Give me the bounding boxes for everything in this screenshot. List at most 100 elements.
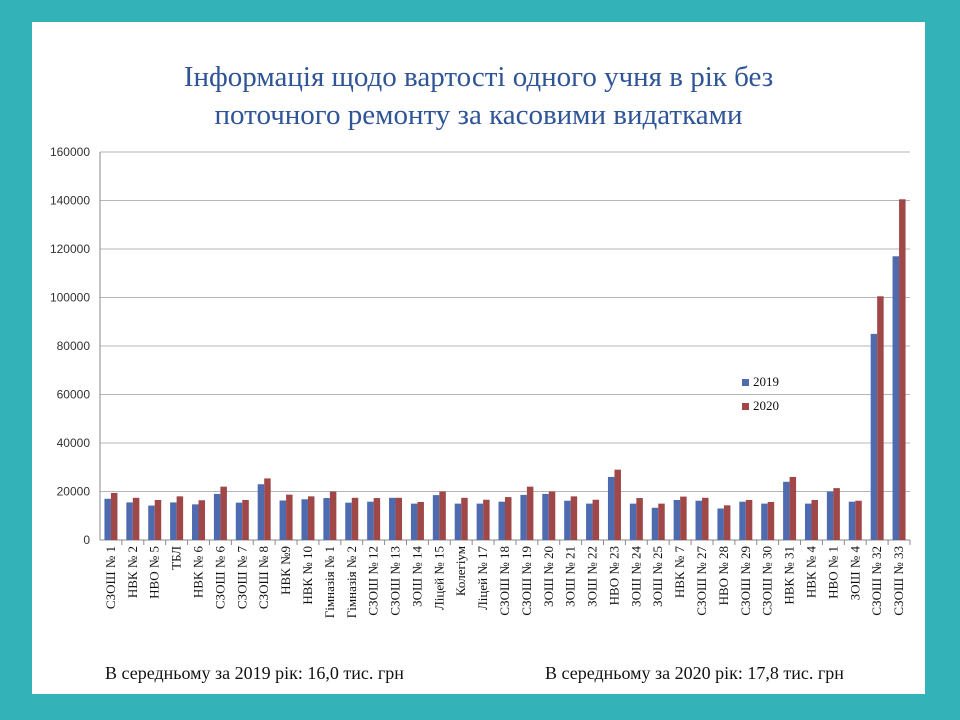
bar-2020	[505, 497, 512, 540]
x-tick-label: Ліцей № 17	[475, 546, 490, 611]
y-tick-label: 80000	[57, 339, 91, 353]
x-tick-label: НВК № 7	[672, 546, 687, 599]
bar-2019	[126, 502, 133, 540]
chart-title: Інформація щодо вартості одного учня в р…	[32, 58, 925, 134]
x-tick-label: НВО № 1	[825, 546, 840, 599]
bar-2019	[104, 498, 111, 540]
bar-2020	[745, 499, 753, 540]
average-2019-note: В середньому за 2019 рік: 16,0 тис. грн	[105, 663, 404, 683]
bar-2019	[717, 508, 724, 540]
bar-2019	[651, 507, 659, 540]
x-tick-label: СЗОШ № 8	[256, 546, 271, 609]
x-tick-label: ЗОШ № 20	[541, 546, 556, 607]
x-tick-label: Гімназія № 2	[344, 546, 359, 618]
x-tick-label: ЗОШ № 22	[585, 546, 600, 607]
bar-2019	[257, 484, 265, 540]
bar-2019	[170, 502, 177, 540]
bar-2019	[586, 503, 593, 540]
y-tick-label: 60000	[57, 388, 91, 402]
bars	[104, 199, 906, 540]
slide: Інформація щодо вартості одного учня в р…	[32, 22, 925, 694]
title-line-2: поточного ремонту за касовими видатками	[214, 99, 743, 131]
bar-2020	[395, 497, 403, 540]
x-tick-label: ЗОШ № 4	[847, 546, 862, 601]
bar-2020	[132, 497, 140, 540]
bar-2019	[673, 499, 681, 540]
bar-2020	[570, 496, 578, 540]
bar-2020	[636, 498, 643, 540]
bar-2019	[148, 505, 155, 540]
x-tick-label: НВК № 31	[782, 546, 797, 605]
y-tick-label: 120000	[50, 242, 90, 256]
bar-2019	[345, 502, 352, 540]
bar-2019	[607, 476, 615, 540]
x-tick-label: НВК № 6	[191, 546, 206, 599]
bar-2019	[432, 495, 440, 540]
x-tick-label: Гімназія № 1	[322, 546, 337, 618]
bar-2020	[680, 496, 687, 540]
bar-2019	[476, 503, 484, 540]
bar-2019	[804, 503, 812, 540]
x-tick-label: СЗОШ № 12	[366, 546, 381, 616]
x-tick-label: ТБЛ	[169, 546, 184, 570]
x-tick-label: СЗОШ № 6	[212, 546, 227, 610]
x-tick-label: Ліцей № 15	[431, 546, 446, 610]
x-tick-label: СЗОШ № 33	[891, 546, 906, 616]
bar-2019	[213, 493, 221, 540]
bar-2020	[789, 476, 797, 540]
bar-2019	[826, 491, 834, 540]
bar-2020	[592, 499, 600, 540]
bar-2019	[848, 501, 856, 540]
legend-label-2020: 2020	[753, 398, 779, 413]
bar-2019	[389, 497, 396, 540]
legend: 2019 2020	[742, 374, 779, 413]
x-tick-label: СЗОШ № 27	[694, 546, 709, 616]
bar-2020	[877, 296, 884, 540]
bar-2020	[307, 496, 315, 540]
bar-2019	[739, 501, 746, 540]
bar-2020	[286, 494, 293, 540]
bar-2020	[723, 505, 731, 540]
title-line-1: Інформація щодо вартості одного учня в р…	[183, 61, 774, 93]
bar-2019	[410, 503, 418, 540]
x-tick-label: СЗОШ № 18	[497, 546, 512, 616]
legend-label-2019: 2019	[753, 374, 779, 389]
bar-2019	[323, 498, 330, 540]
bar-2019	[783, 481, 790, 540]
bar-2020	[833, 488, 840, 540]
bar-2019	[564, 500, 571, 540]
x-tick-label: СЗОШ № 13	[388, 546, 403, 616]
bar-2019	[301, 499, 308, 540]
bar-chart: 0 20000 40000 60000 80000 100000 120000 140000 1…	[50, 145, 911, 618]
gridlines	[100, 151, 910, 541]
x-tick-label: НВО № 5	[147, 546, 162, 599]
bar-2019	[892, 256, 900, 540]
y-tick-label: 40000	[57, 436, 91, 450]
bar-2019	[279, 500, 287, 540]
bar-2019	[235, 502, 243, 540]
bar-2019	[367, 501, 374, 540]
bar-2020	[658, 503, 665, 540]
x-tick-label: НВО № 28	[716, 546, 731, 605]
bar-2020	[198, 500, 206, 540]
bar-2020	[767, 501, 775, 540]
x-tick-label: СЗОШ № 19	[519, 546, 534, 616]
bar-2020	[811, 499, 818, 540]
average-2020-note: В середньому за 2020 рік: 17,8 тис. грн	[545, 663, 844, 683]
x-tick-label: НВО № 23	[606, 546, 621, 605]
x-tick-label: НВК № 10	[300, 546, 315, 605]
bar-2020	[702, 497, 709, 540]
bar-2020	[242, 499, 249, 540]
bar-2019	[542, 493, 549, 540]
bar-2020	[439, 491, 446, 540]
x-tick-label: ЗОШ № 24	[628, 546, 643, 607]
bar-2020	[220, 486, 227, 540]
bar-2019	[629, 503, 637, 540]
bar-2019	[454, 503, 462, 540]
bar-2019	[695, 500, 703, 540]
x-tick-label: НВК № 4	[803, 546, 818, 599]
bar-2020	[264, 478, 271, 540]
y-tick-label: 140000	[50, 194, 90, 208]
bar-2020	[373, 498, 381, 540]
x-tick-label: Колегіум	[453, 546, 468, 596]
